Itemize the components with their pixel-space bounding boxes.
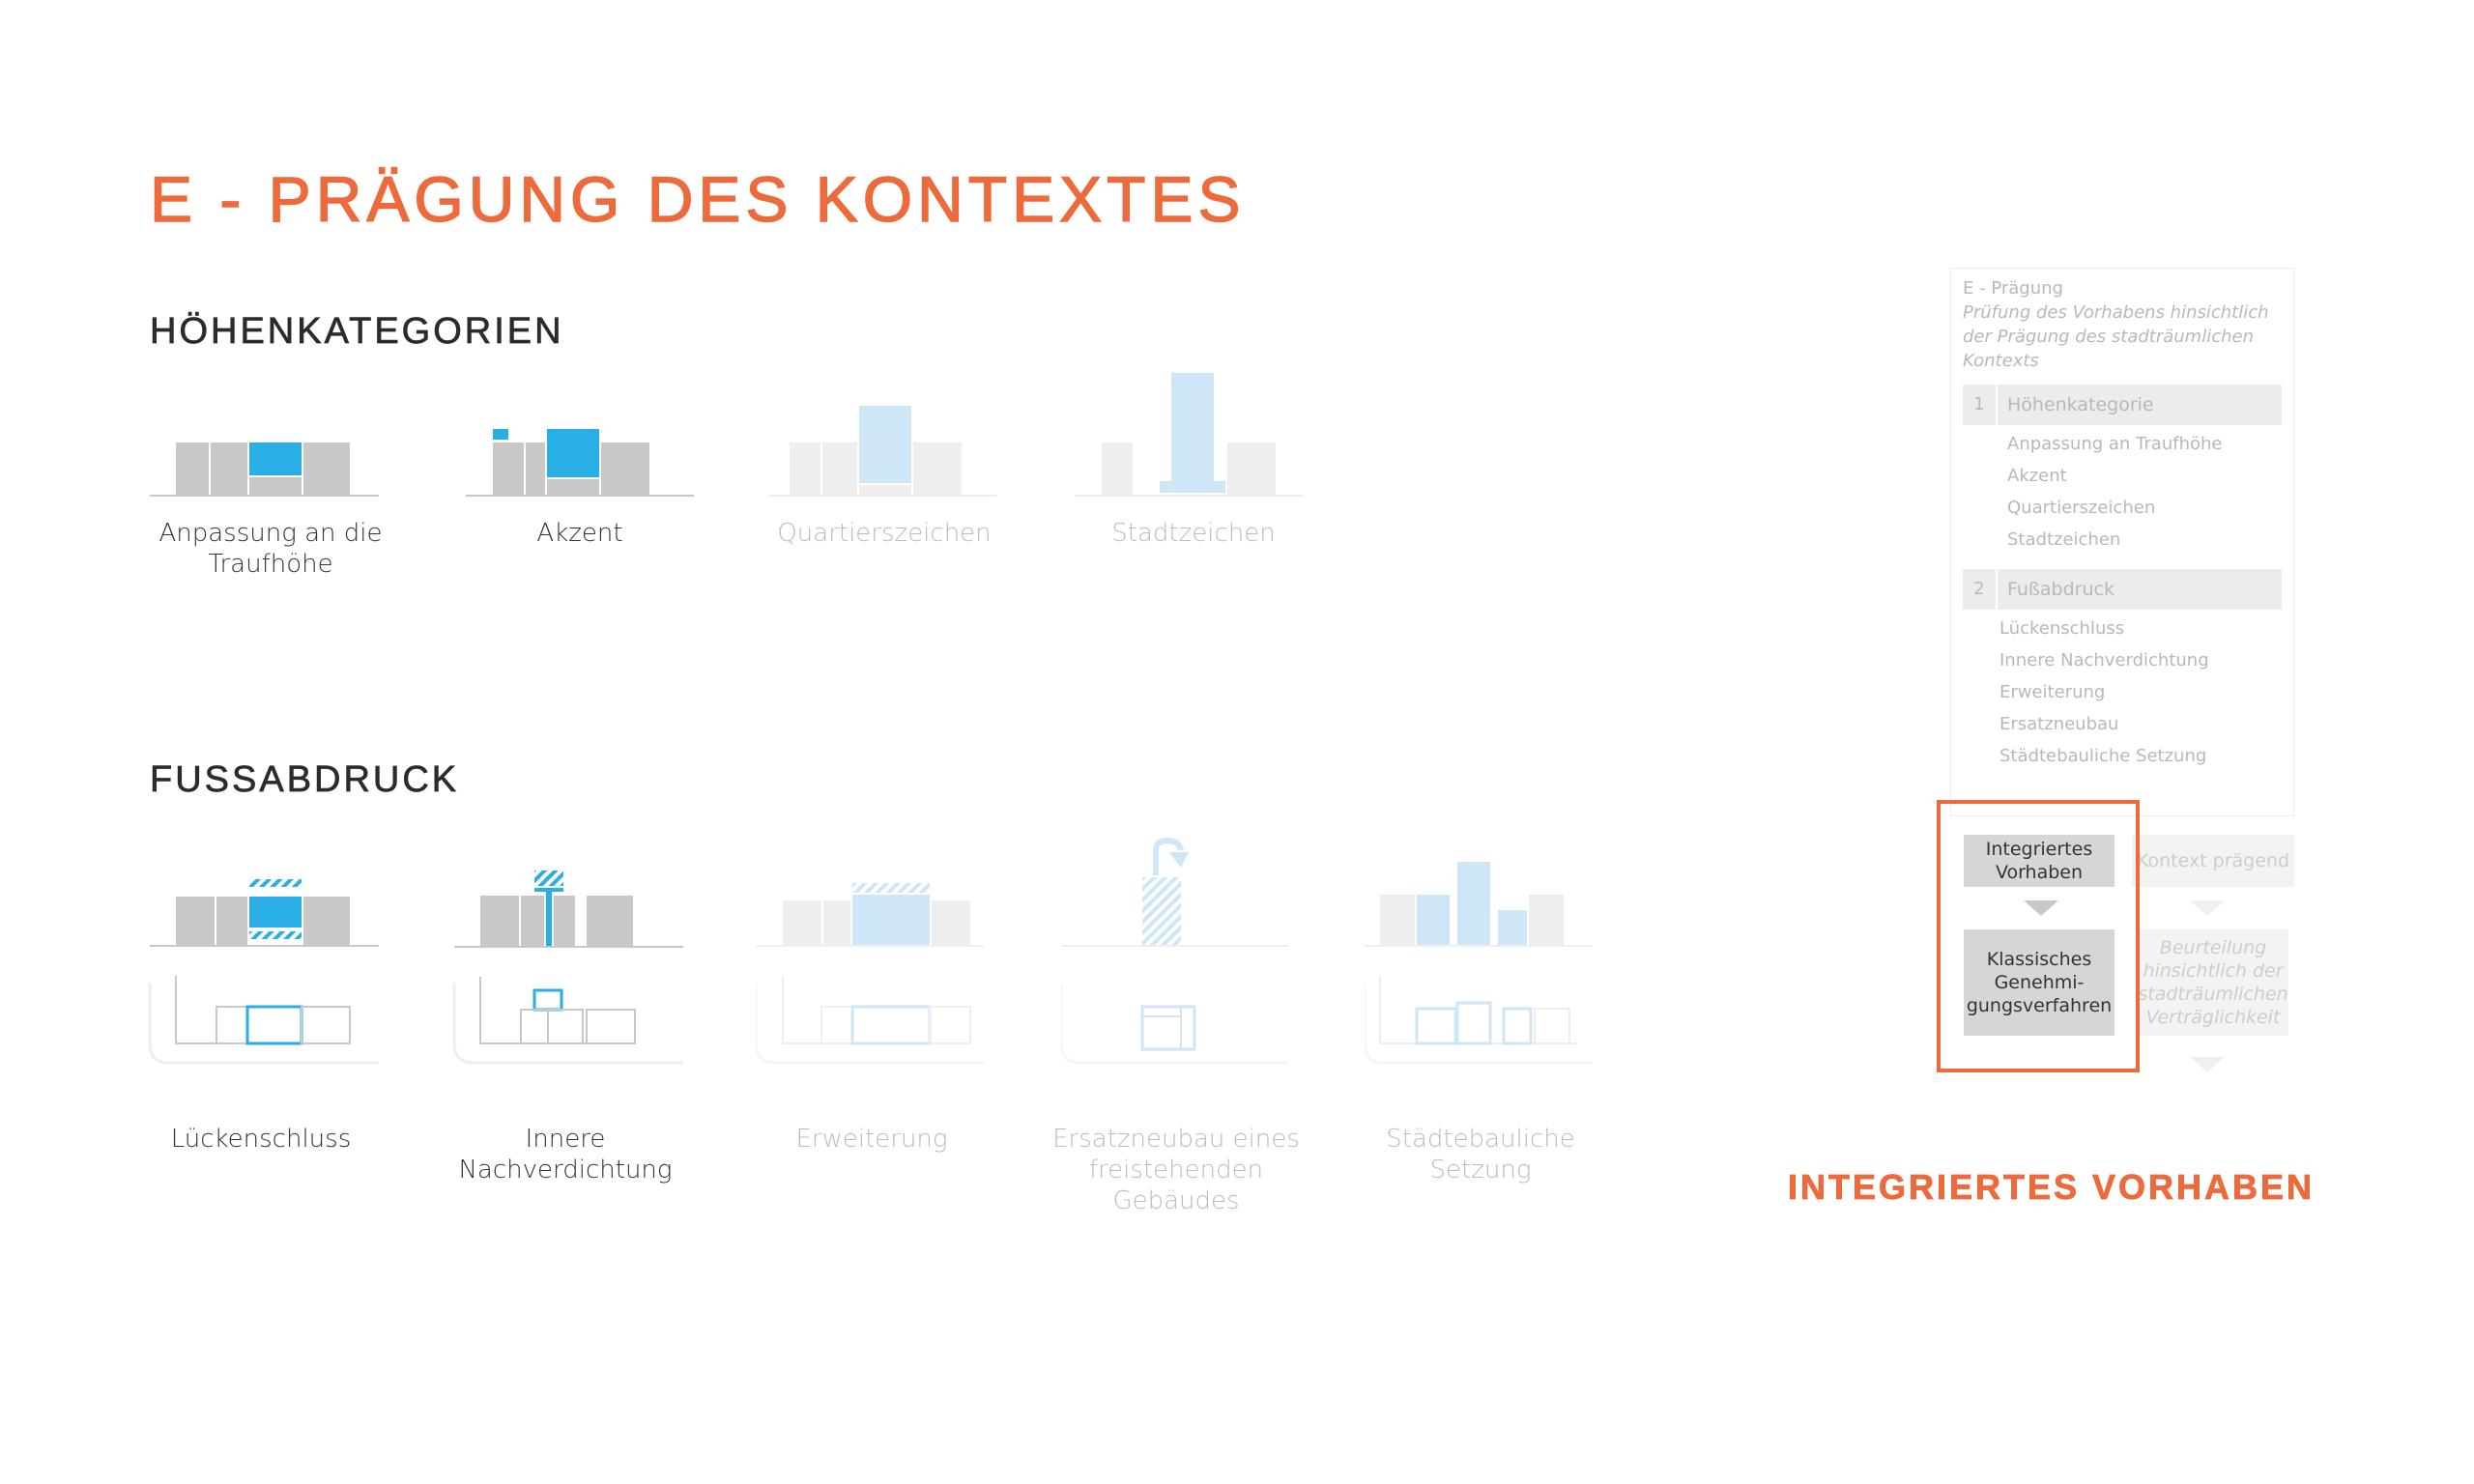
decision-panel: E - Prägung Prüfung des Vorhabens hinsic… (1950, 268, 2294, 816)
panel-item: Anpassung an Traufhöhe (2007, 434, 2223, 454)
panel-item: Stadtzeichen (2007, 529, 2121, 550)
section-heading-heights: HÖHENKATEGORIEN (150, 311, 564, 353)
panel-header: E - Prägung (1963, 278, 2063, 299)
arrow-down-icon (2190, 900, 2225, 916)
panel-group-number: 2 (1963, 569, 1998, 610)
decision-integriertes-vorhaben: Integriertes Vorhaben (1964, 835, 2114, 887)
page-title: E - PRÄGUNG DES KONTEXTES (149, 162, 1246, 235)
panel-group-label: Fußabdruck (2007, 579, 2114, 600)
height-label-stadtzeichen: Stadtzeichen (1111, 519, 1276, 548)
panel-subtitle-line-1: Prüfung des Vorhabens hinsichtlich (1963, 302, 2269, 323)
arrow-down-icon (2190, 1057, 2225, 1072)
result-label: INTEGRIERTES VORHABEN (1788, 1167, 2316, 1208)
height-label-quartierszeichen: Quartierszeichen (777, 519, 992, 548)
panel-subtitle-line-2: der Prägung des stadträumlichen (1963, 327, 2255, 347)
section-heading-footprint: FUSSABDRUCK (150, 759, 460, 801)
panel-item: Quartierszeichen (2007, 498, 2156, 518)
panel-group-number: 1 (1963, 385, 1998, 425)
panel-subtitle-line-3: Kontexts (1963, 351, 2039, 371)
panel-item: Städtebauliche Setzung (1999, 746, 2207, 766)
panel-group-footprint: 2 Fußabdruck (1963, 569, 2282, 610)
highlight-frame (1937, 800, 2140, 1072)
footprint-icon-staedtebauliche-setzung (1365, 862, 1593, 1065)
height-icon-quartierszeichen (768, 406, 996, 497)
footprint-label-staedtebauliche-setzung: Städtebauliche Setzung (1386, 1125, 1575, 1184)
footprint-icon-innere-nachverdichtung (452, 870, 683, 1065)
footprint-icon-lueckenschluss (148, 879, 379, 1065)
panel-item: Ersatzneubau (1999, 714, 2119, 734)
panel-group-label: Höhenkategorie (2007, 394, 2154, 415)
height-label-akzent: Akzent (536, 519, 623, 548)
footprint-icon-erweiterung (756, 883, 984, 1065)
height-icon-akzent (466, 429, 694, 497)
decision-klassisches-verfahren: Klassisches Genehmi-gungsverfahren (1964, 929, 2114, 1036)
panel-item: Innere Nachverdichtung (1999, 650, 2209, 671)
footprint-icon-ersatzneubau (1061, 837, 1289, 1065)
arrow-down-icon (2024, 900, 2058, 916)
panel-item: Akzent (2007, 466, 2067, 486)
height-icon-stadtzeichen (1075, 373, 1303, 497)
decision-kontext-praegend: Kontext prägend (2132, 835, 2294, 887)
footprint-label-lueckenschluss: Lückenschluss (170, 1125, 352, 1154)
footprint-label-ersatzneubau: Ersatzneubau eines freistehenden Gebäude… (1052, 1125, 1300, 1215)
decision-beurteilung: Beurteilung hinsichtlich der stadträumli… (2138, 929, 2288, 1036)
panel-item: Erweiterung (1999, 682, 2106, 702)
footprint-label-erweiterung: Erweiterung (795, 1125, 948, 1154)
panel-item: Lückenschluss (1999, 618, 2125, 639)
height-label-traufhoehe: Anpassung an die Traufhöhe (158, 519, 383, 579)
footprint-label-innere-nachverdichtung: Innere Nachverdichtung (458, 1125, 673, 1184)
panel-group-heights: 1 Höhenkategorie (1963, 385, 2282, 425)
height-icon-traufhoehe (150, 442, 379, 497)
